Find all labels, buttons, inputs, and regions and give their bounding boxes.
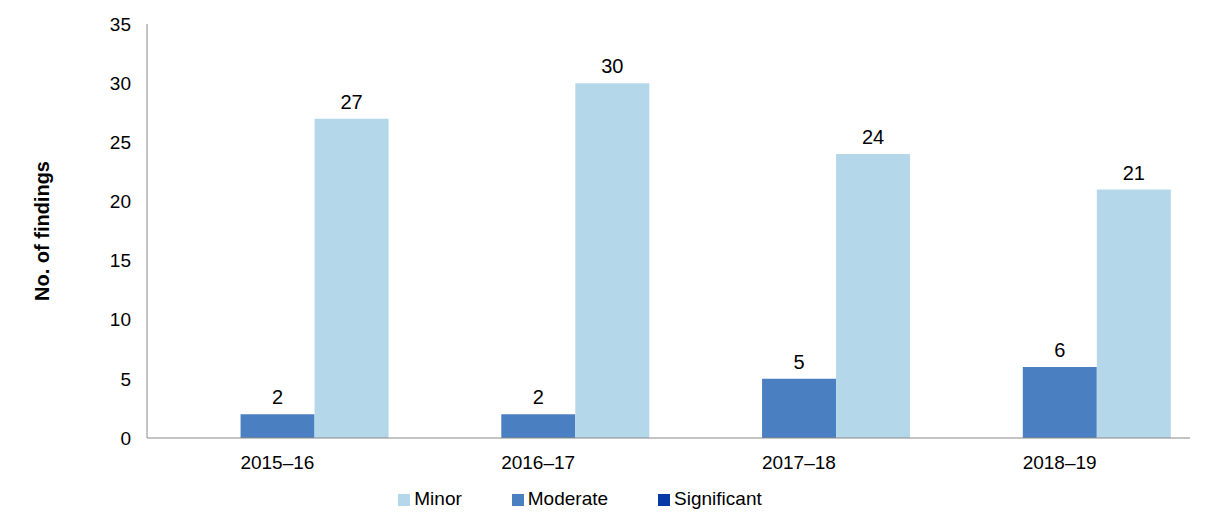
svg-text:24: 24 bbox=[862, 126, 884, 148]
html-text:Significant: Significant bbox=[674, 488, 762, 509]
svg-text:27: 27 bbox=[340, 91, 362, 113]
svg-text:30: 30 bbox=[110, 73, 131, 94]
html-text:Minor: Minor bbox=[414, 488, 462, 509]
svg-text:21: 21 bbox=[1123, 162, 1145, 184]
svg-text:5: 5 bbox=[120, 369, 131, 390]
svg-text:35: 35 bbox=[110, 14, 131, 35]
svg-text:6: 6 bbox=[1054, 339, 1065, 361]
svg-text:30: 30 bbox=[601, 55, 623, 77]
svg-text:25: 25 bbox=[110, 132, 131, 153]
svg-text:2015–16: 2015–16 bbox=[240, 452, 314, 473]
svg-text:20: 20 bbox=[110, 191, 131, 212]
svg-text:2016–17: 2016–17 bbox=[501, 452, 575, 473]
svg-text:0: 0 bbox=[120, 428, 131, 449]
svg-text:15: 15 bbox=[110, 250, 131, 271]
html-text:Moderate: Moderate bbox=[527, 488, 609, 509]
svg-text:2018–19: 2018–19 bbox=[1023, 452, 1097, 473]
svg-text:2: 2 bbox=[272, 386, 283, 408]
svg-text:10: 10 bbox=[110, 309, 131, 330]
svg-text:2: 2 bbox=[533, 386, 544, 408]
svg-text:5: 5 bbox=[793, 351, 804, 373]
svg-text:2017–18: 2017–18 bbox=[762, 452, 836, 473]
svg-text:No. of findings: No. of findings bbox=[31, 161, 53, 301]
